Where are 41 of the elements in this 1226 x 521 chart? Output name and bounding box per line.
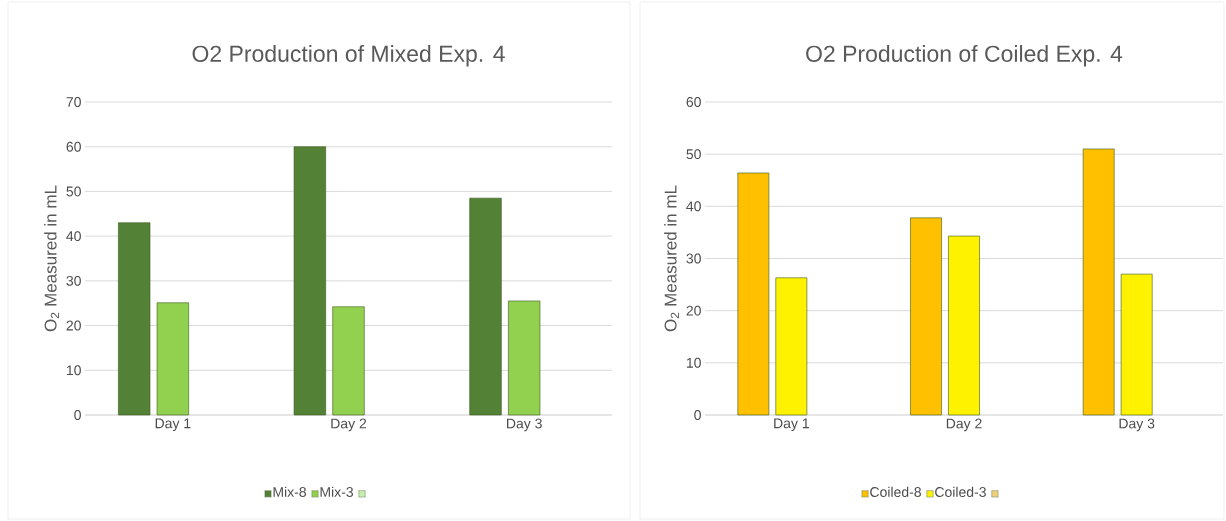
- y-tick-label: 0: [694, 410, 701, 420]
- y-tick-label: 30: [686, 253, 701, 264]
- y-tick-label: 40: [686, 201, 701, 212]
- bar: [469, 197, 502, 416]
- bar: [293, 146, 326, 416]
- bar: [775, 277, 808, 416]
- y-tick-label: 50: [686, 149, 701, 160]
- bar: [118, 222, 151, 416]
- y-tick-label: 20: [66, 320, 81, 331]
- y-tick-label: 10: [66, 365, 81, 376]
- y-tick-label: 10: [686, 357, 701, 368]
- bar: [737, 172, 770, 416]
- x-tick-label: Day 3: [507, 418, 542, 432]
- x-tick-label: Day 2: [946, 418, 982, 432]
- y-tick-label: 50: [66, 186, 81, 197]
- x-tick-label: Day 2: [331, 418, 367, 432]
- legend-label: Mix-3: [320, 486, 354, 497]
- legend-label: Mix-8: [273, 486, 306, 497]
- x-tick-label: Day 3: [1119, 418, 1155, 432]
- y-tick-label: 70: [66, 97, 81, 107]
- y-tick-label: 60: [66, 141, 81, 152]
- y-tick-label: 0: [74, 410, 81, 420]
- bar: [332, 306, 365, 416]
- y-axis-title: O$_{2}$ Measured in mL: [664, 185, 680, 332]
- y-tick-label: 30: [66, 275, 81, 286]
- legend-label: Coiled-8: [870, 486, 921, 497]
- chart-title: O2 Production of Mixed Exp. 4: [192, 45, 505, 67]
- y-axis-title: O$_{2}$ Measured in mL: [44, 185, 60, 332]
- y-tick-label: 20: [686, 305, 701, 316]
- bar: [1120, 273, 1153, 416]
- legend-label: Coiled-3: [935, 486, 986, 497]
- x-tick-label: Day 1: [774, 418, 809, 432]
- chart-title: O2 Production of Coiled Exp. 4: [806, 45, 1123, 67]
- bar: [1082, 148, 1115, 416]
- bar: [156, 302, 189, 416]
- y-tick-label: 60: [686, 97, 701, 107]
- bar: [948, 235, 980, 416]
- x-tick-label: Day 1: [155, 418, 191, 432]
- y-tick-label: 40: [66, 231, 81, 242]
- bar: [508, 300, 541, 416]
- bar: [910, 217, 942, 416]
